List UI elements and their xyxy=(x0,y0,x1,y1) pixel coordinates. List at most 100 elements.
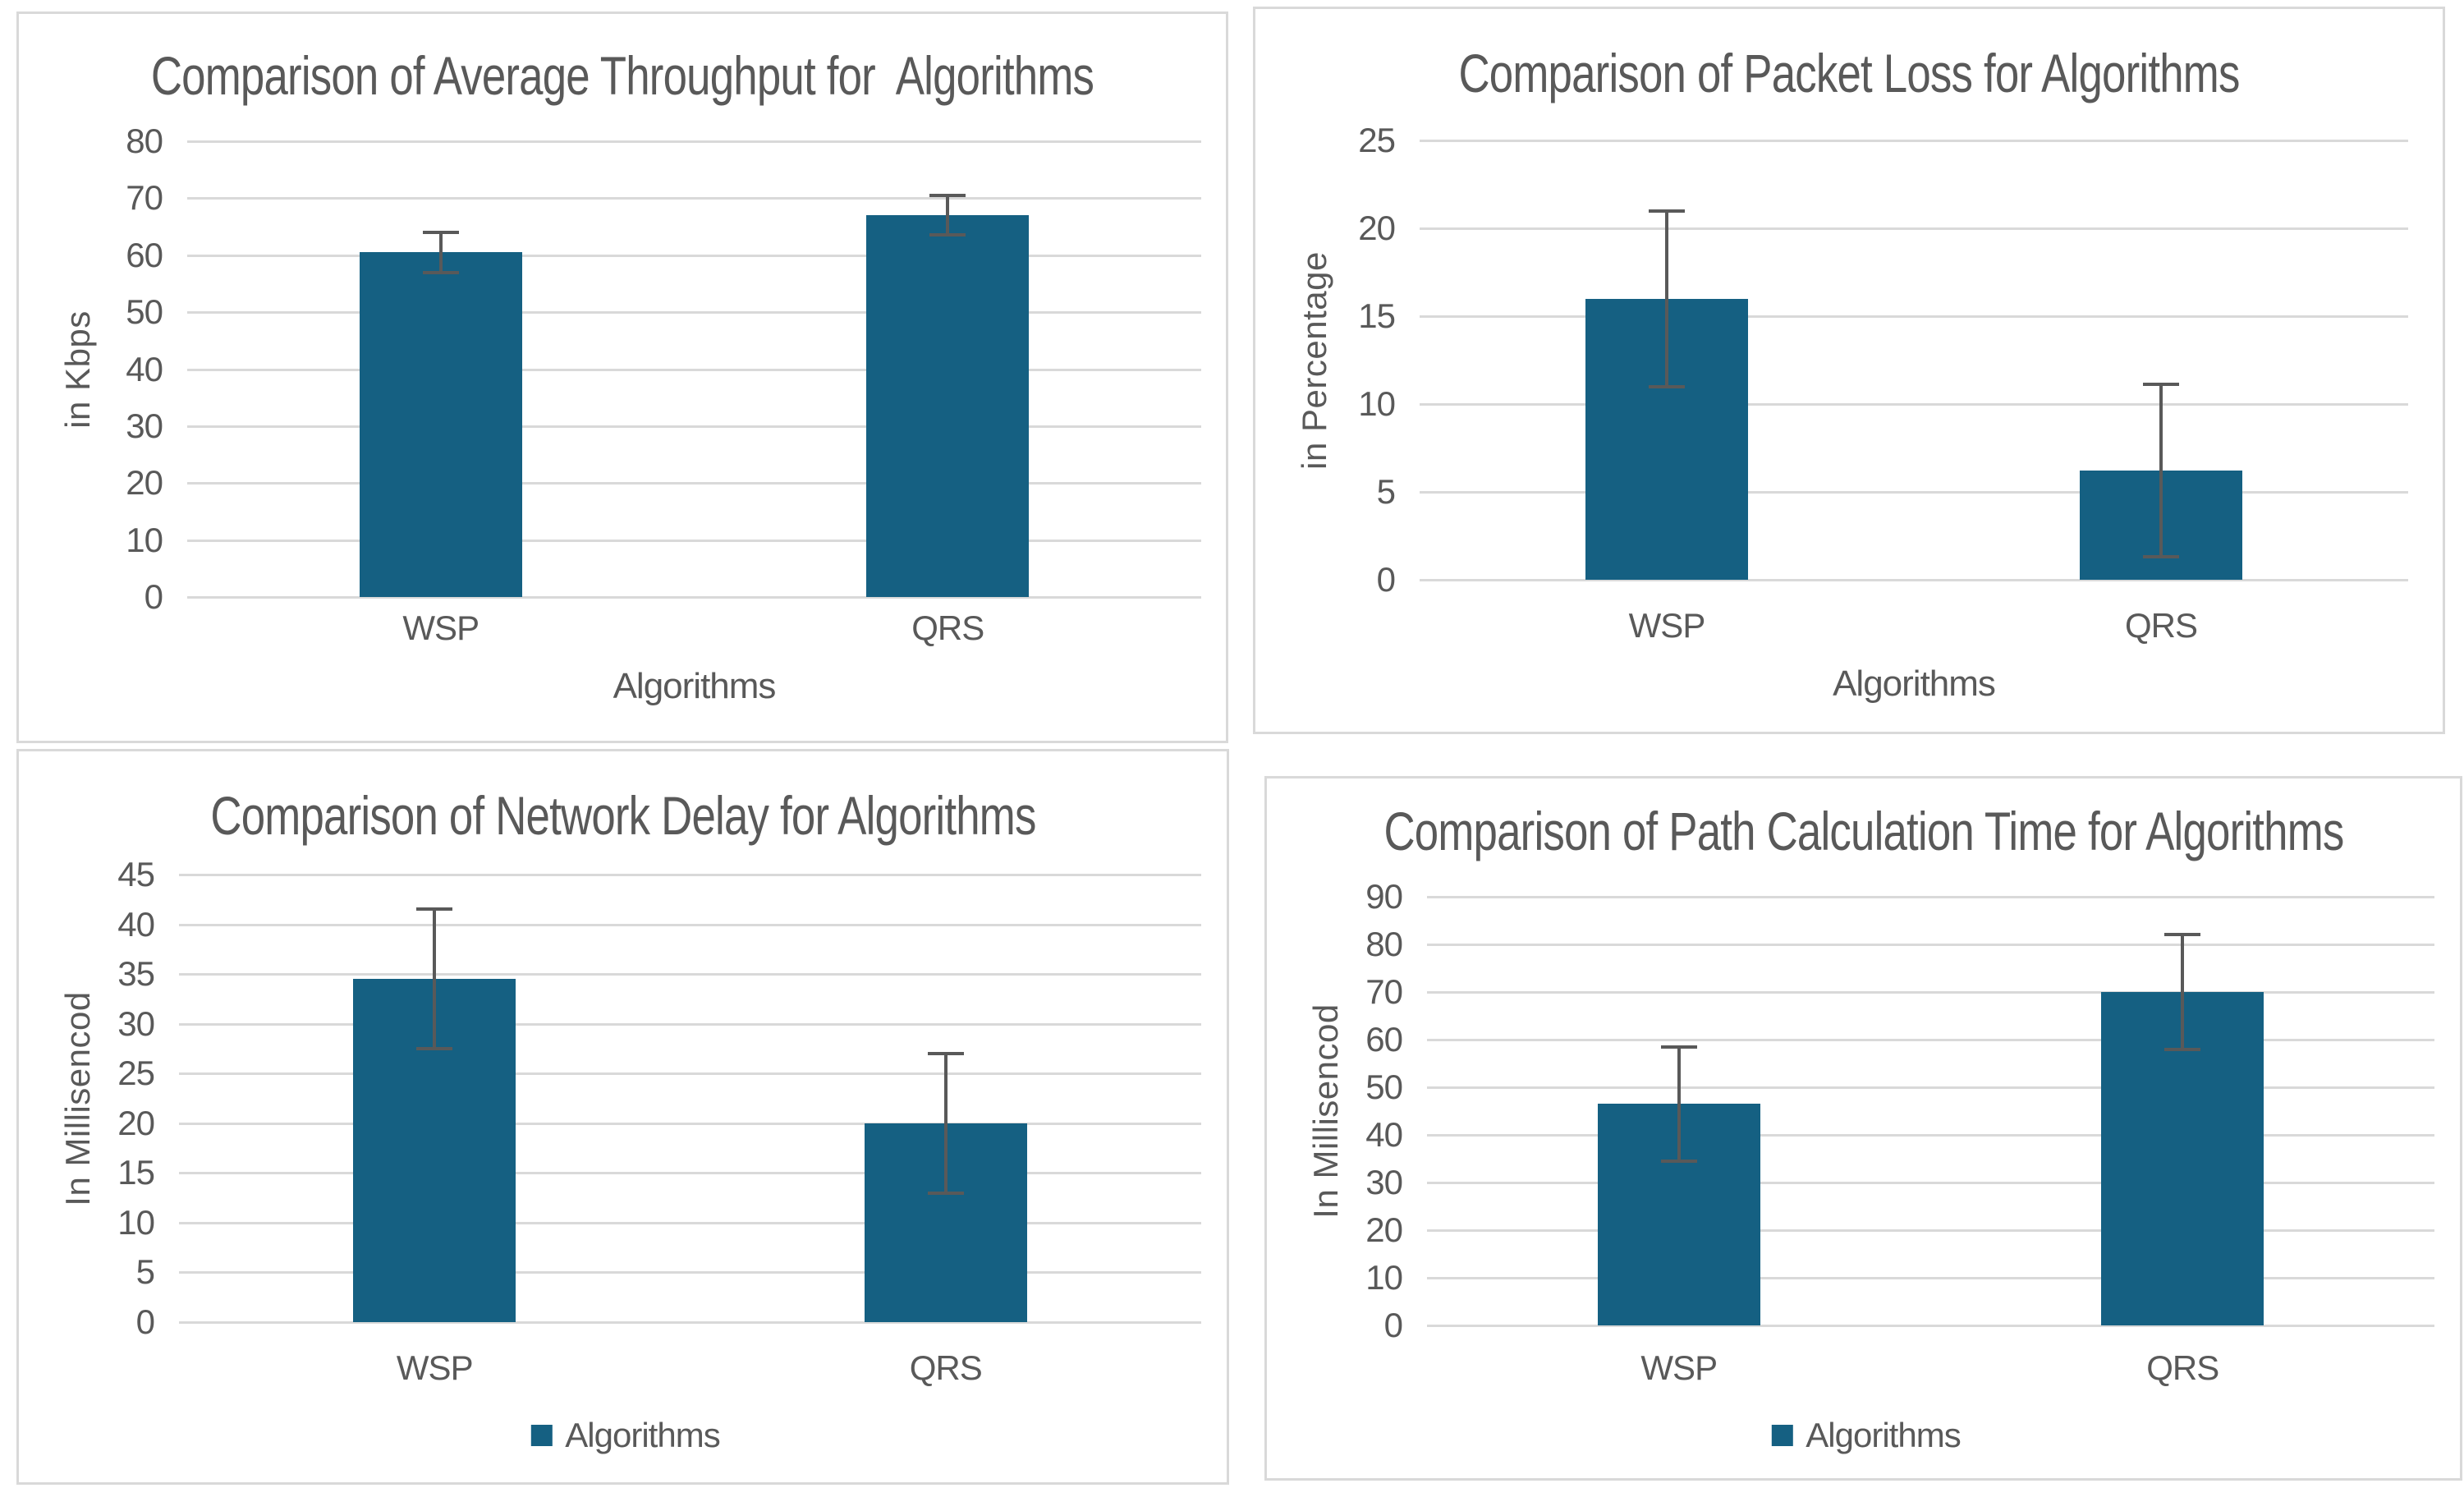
y-tick-label: 30 xyxy=(117,1003,155,1043)
y-tick-label: 25 xyxy=(1358,121,1396,159)
gridline xyxy=(179,1072,1201,1076)
y-tick-label: 5 xyxy=(1376,472,1396,511)
gridline xyxy=(179,1022,1201,1026)
error-bar-line xyxy=(946,195,950,236)
gridline xyxy=(1420,491,2408,494)
error-bar-cap-top xyxy=(1660,1045,1697,1049)
chart-panel-network-delay: Comparison of Network Delay for Algorith… xyxy=(16,749,1229,1485)
gridline xyxy=(1427,1134,2434,1137)
y-tick-label: 0 xyxy=(144,577,163,616)
gridline xyxy=(187,368,1201,371)
gridline xyxy=(179,1271,1201,1274)
category-label-qrs: QRS xyxy=(911,609,984,647)
error-bar-cap-bottom xyxy=(929,233,966,237)
error-bar-line xyxy=(1665,210,1668,387)
category-label-qrs: QRS xyxy=(2146,1348,2219,1387)
y-tick-label: 30 xyxy=(126,406,163,445)
y-tick-label: 70 xyxy=(126,178,163,218)
chart-panel-average-throughput: Comparison of Average Throughput for Alg… xyxy=(16,11,1228,743)
y-axis-title: in Kbps xyxy=(58,310,97,429)
y-tick-label: 40 xyxy=(1365,1115,1403,1154)
y-tick-label: 0 xyxy=(1383,1306,1403,1344)
error-bar-line xyxy=(943,1054,948,1193)
category-label-wsp: WSP xyxy=(1628,606,1706,645)
gridline xyxy=(1427,1086,2434,1089)
y-tick-label: 15 xyxy=(1358,296,1396,335)
gridline xyxy=(187,311,1201,315)
error-bar-cap-bottom xyxy=(1660,1159,1697,1163)
y-tick-label: 70 xyxy=(1365,972,1403,1011)
gridline xyxy=(187,197,1201,200)
y-tick-label: 35 xyxy=(117,954,155,994)
gridline xyxy=(1420,579,2408,581)
y-tick-label: 10 xyxy=(117,1202,155,1242)
bar-qrs xyxy=(866,215,1030,597)
gridline xyxy=(1427,1325,2434,1327)
chart-panel-path-calculation-time: Comparison of Path Calculation Time for … xyxy=(1264,776,2462,1481)
y-tick-label: 0 xyxy=(1376,560,1396,599)
y-tick-label: 20 xyxy=(1365,1210,1403,1249)
legend-label: Algorithms xyxy=(565,1416,720,1454)
gridline xyxy=(1427,896,2434,898)
error-bar-cap-bottom xyxy=(1649,384,1685,388)
y-tick-label: 10 xyxy=(1365,1258,1403,1297)
category-label-wsp: WSP xyxy=(1640,1348,1718,1387)
y-tick-label: 20 xyxy=(126,463,163,503)
error-bar-cap-top xyxy=(929,193,966,197)
chart-panel-packet-loss: Comparison of Packet Loss for Algorithms… xyxy=(1253,7,2445,734)
x-axis-title: Algorithms xyxy=(613,666,777,706)
gridline xyxy=(179,1172,1201,1175)
gridline xyxy=(187,539,1201,542)
legend-swatch xyxy=(1771,1425,1793,1446)
gridline xyxy=(1427,944,2434,946)
legend-swatch xyxy=(530,1425,553,1446)
chart-title: Comparison of Average Throughput for Alg… xyxy=(150,45,1094,106)
x-axis-title: Algorithms xyxy=(1833,664,1996,704)
bar-wsp xyxy=(359,252,522,597)
gridline xyxy=(179,1321,1201,1324)
error-bar-line xyxy=(1677,1046,1681,1161)
y-tick-label: 25 xyxy=(117,1054,155,1093)
y-tick-label: 50 xyxy=(126,292,163,332)
y-tick-label: 50 xyxy=(1365,1068,1403,1106)
y-tick-label: 0 xyxy=(135,1302,155,1341)
y-axis-title: in Percentage xyxy=(1295,250,1333,470)
gridline xyxy=(1427,1039,2434,1041)
y-axis-title: In Millisencod xyxy=(1306,1003,1345,1219)
gridline xyxy=(1427,1229,2434,1232)
chart-title: Comparison of Network Delay for Algorith… xyxy=(209,785,1036,846)
y-tick-label: 10 xyxy=(1358,384,1396,423)
y-tick-label: 10 xyxy=(126,520,163,559)
y-tick-label: 20 xyxy=(117,1103,155,1142)
gridline xyxy=(179,973,1201,976)
y-tick-label: 40 xyxy=(117,904,155,944)
error-bar-line xyxy=(2159,384,2163,558)
error-bar-cap-bottom xyxy=(416,1046,453,1050)
y-tick-label: 45 xyxy=(117,855,155,893)
y-tick-label: 60 xyxy=(126,235,163,274)
gridline xyxy=(179,1221,1201,1224)
y-axis-title: In Millisencod xyxy=(58,990,97,1206)
gridline xyxy=(1420,315,2408,318)
error-bar-cap-top xyxy=(927,1052,964,1055)
y-tick-label: 15 xyxy=(117,1153,155,1192)
gridline xyxy=(187,254,1201,257)
legend: Algorithms xyxy=(1771,1416,1962,1454)
category-label-qrs: QRS xyxy=(2124,606,2198,645)
gridline xyxy=(179,1122,1201,1125)
error-bar-cap-top xyxy=(2143,383,2179,387)
error-bar-cap-top xyxy=(1649,209,1685,213)
y-tick-label: 40 xyxy=(126,349,163,388)
legend-label: Algorithms xyxy=(1806,1416,1961,1454)
gridline xyxy=(187,482,1201,485)
y-tick-label: 60 xyxy=(1365,1020,1403,1059)
error-bar-cap-bottom xyxy=(2164,1047,2201,1051)
y-tick-label: 20 xyxy=(1358,209,1396,247)
chart-title: Comparison of Packet Loss for Algorithms xyxy=(1458,43,2240,103)
y-tick-label: 90 xyxy=(1365,877,1403,916)
y-tick-label: 30 xyxy=(1365,1163,1403,1201)
gridline xyxy=(1427,1182,2434,1184)
category-label-qrs: QRS xyxy=(909,1348,983,1387)
legend: Algorithms xyxy=(530,1416,721,1454)
